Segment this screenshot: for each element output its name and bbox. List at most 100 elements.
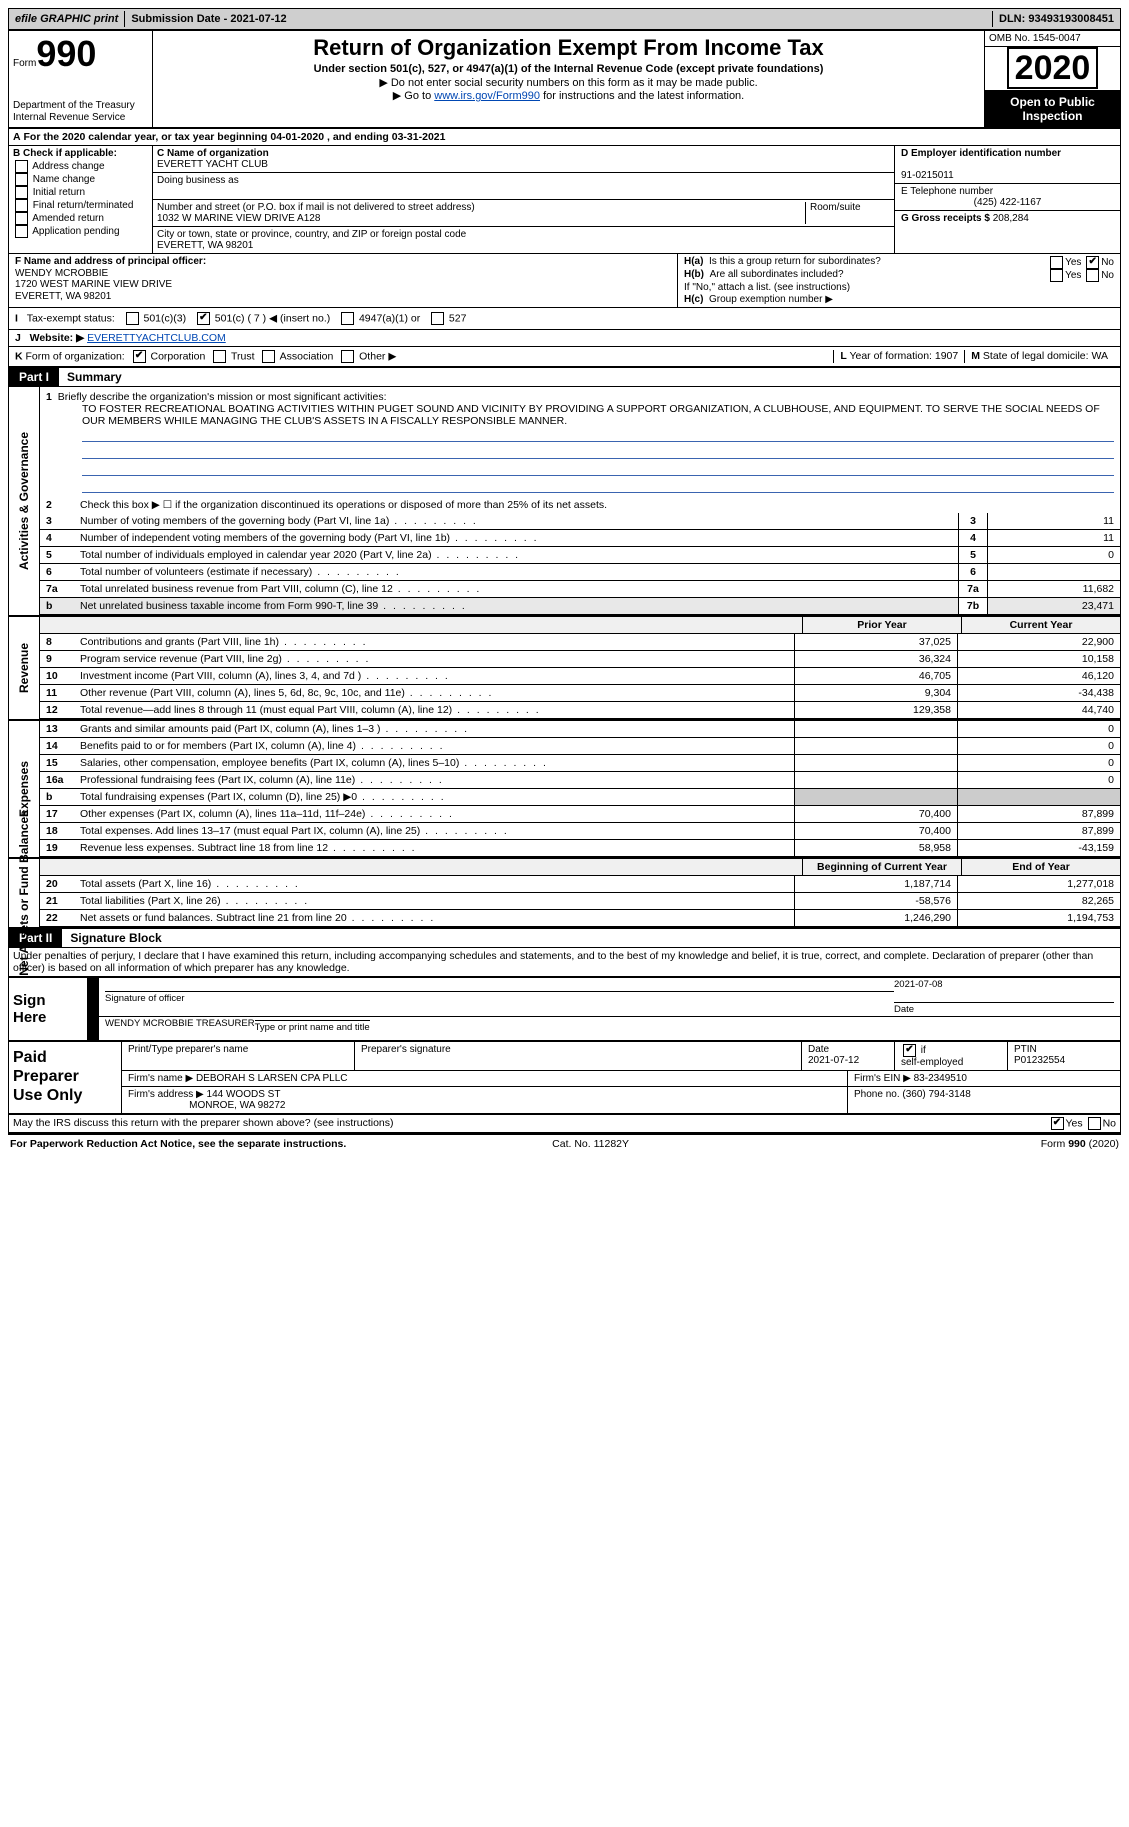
website-row: J Website: ▶ EVERETTYACHTCLUB.COM (9, 330, 1120, 347)
discuss-row: May the IRS discuss this return with the… (9, 1115, 1120, 1134)
dept-treasury: Department of the Treasury (13, 100, 148, 112)
sign-here-label: SignHere (9, 978, 87, 1040)
vlabel-ag: Activities & Governance (17, 432, 31, 570)
line-2: 2 Check this box ▶ ☐ if the organization… (40, 497, 1120, 513)
checkbox-ha-yes[interactable] (1050, 256, 1063, 269)
checkbox-assoc[interactable] (262, 350, 275, 363)
sign-here-block: SignHere Signature of officer 2021-07-08… (9, 977, 1120, 1042)
part1-label: Part I (9, 368, 59, 386)
declaration-text: Under penalties of perjury, I declare th… (9, 948, 1120, 977)
checkbox-hb-no[interactable] (1086, 269, 1099, 282)
checkbox-trust[interactable] (213, 350, 226, 363)
checkbox-corp[interactable] (133, 350, 146, 363)
year-formation: 1907 (935, 350, 958, 362)
paid-preparer-label: PaidPreparerUse Only (9, 1042, 121, 1113)
part2-title: Signature Block (62, 929, 169, 947)
row-klm: K Form of organization: Corporation Trus… (9, 347, 1120, 368)
paperwork-notice: For Paperwork Reduction Act Notice, see … (10, 1138, 346, 1150)
firm-addr2: MONROE, WA 98272 (189, 1100, 285, 1111)
year-box: 2020 (985, 47, 1120, 91)
row-a-period: A For the 2020 calendar year, or tax yea… (9, 129, 1120, 146)
state-domicile: WA (1091, 350, 1108, 362)
prep-check-cell: ifself-employed (895, 1042, 1008, 1070)
mission-box: 1 Briefly describe the organization's mi… (40, 387, 1120, 497)
page-footer: For Paperwork Reduction Act Notice, see … (8, 1135, 1121, 1153)
line-17: 17Other expenses (Part IX, column (A), l… (40, 806, 1120, 823)
line-16a: 16aProfessional fundraising fees (Part I… (40, 772, 1120, 789)
group-return-cell: H(a) Is this a group return for subordin… (678, 254, 1120, 307)
phone-value: (425) 422-1167 (901, 197, 1114, 208)
officer-name: WENDY MCROBBIE (15, 268, 108, 279)
omb-number: OMB No. 1545-0047 (985, 31, 1120, 47)
form-container: Form990 Department of the Treasury Inter… (8, 30, 1121, 1135)
line-8: 8Contributions and grants (Part VIII, li… (40, 634, 1120, 651)
phone-cell: E Telephone number (425) 422-1167 (895, 184, 1120, 211)
checkbox-other[interactable] (341, 350, 354, 363)
checkbox-527[interactable] (431, 312, 444, 325)
line-b: bTotal fundraising expenses (Part IX, co… (40, 789, 1120, 806)
checkbox-addr-change[interactable] (15, 160, 28, 173)
checkbox-initial[interactable] (15, 186, 28, 199)
gross-receipts-value: 208,284 (993, 213, 1029, 224)
part1-header: Part I Summary (9, 368, 1120, 387)
checkbox-amended[interactable] (15, 212, 28, 225)
checkbox-501c[interactable] (197, 312, 210, 325)
checkbox-discuss-yes[interactable] (1051, 1117, 1064, 1130)
section-net-assets: Net Assets or Fund Balances Beginning of… (9, 859, 1120, 929)
tax-year: 2020 (1007, 47, 1099, 89)
part1-title: Summary (59, 368, 130, 386)
line-11: 11Other revenue (Part VIII, column (A), … (40, 685, 1120, 702)
revenue-headline: Prior Year Current Year (40, 617, 1120, 634)
checkbox-discuss-no[interactable] (1088, 1117, 1101, 1130)
checkbox-name-change[interactable] (15, 173, 28, 186)
ein-cell: D Employer identification number 91-0215… (895, 146, 1120, 184)
line-14: 14Benefits paid to or for members (Part … (40, 738, 1120, 755)
section-fh: F Name and address of principal officer:… (9, 254, 1120, 308)
sig-name: WENDY MCROBBIE TREASURER (105, 1018, 255, 1033)
prior-year-label: Prior Year (802, 617, 961, 633)
checkbox-final[interactable] (15, 199, 28, 212)
col-b-checkboxes: B Check if applicable: Address change Na… (9, 146, 153, 253)
line-21: 21Total liabilities (Part X, line 26)-58… (40, 893, 1120, 910)
checkbox-self-employed[interactable] (903, 1044, 916, 1057)
prep-date: 2021-07-12 (808, 1055, 859, 1066)
checkbox-4947[interactable] (341, 312, 354, 325)
vlabel-expenses: Expenses (17, 761, 31, 817)
checkbox-501c3[interactable] (126, 312, 139, 325)
form-number: 990 (36, 33, 96, 74)
section-bcd: B Check if applicable: Address change Na… (9, 146, 1120, 254)
sig-officer-label: Signature of officer (105, 991, 894, 1004)
line-6: 6Total number of volunteers (estimate if… (40, 564, 1120, 581)
form-label: Form (13, 58, 36, 69)
form-footer-label: Form 990 (2020) (1041, 1138, 1119, 1150)
end-year-label: End of Year (961, 859, 1120, 875)
checkbox-hb-yes[interactable] (1050, 269, 1063, 282)
col-right-deg: D Employer identification number 91-0215… (895, 146, 1120, 253)
irs-link[interactable]: www.irs.gov/Form990 (434, 90, 540, 102)
prep-ptin: P01232554 (1014, 1055, 1065, 1066)
paid-preparer-block: PaidPreparerUse Only Print/Type preparer… (9, 1042, 1120, 1115)
gross-receipts-cell: G Gross receipts $ 208,284 (895, 211, 1120, 226)
header-left: Form990 Department of the Treasury Inter… (9, 31, 153, 127)
addr-cell: Number and street (or P.O. box if mail i… (153, 200, 894, 227)
checkbox-app-pending[interactable] (15, 225, 28, 238)
line-12: 12Total revenue—add lines 8 through 11 (… (40, 702, 1120, 719)
header-right: OMB No. 1545-0047 2020 Open to Public In… (984, 31, 1120, 127)
org-name: EVERETT YACHT CLUB (157, 159, 268, 170)
line-20: 20Total assets (Part X, line 16)1,187,71… (40, 876, 1120, 893)
line-22: 22Net assets or fund balances. Subtract … (40, 910, 1120, 927)
line-5: 5Total number of individuals employed in… (40, 547, 1120, 564)
vlabel-netassets: Net Assets or Fund Balances (17, 810, 31, 976)
subtitle-3: ▶ Go to www.irs.gov/Form990 for instruct… (159, 89, 978, 102)
submission-date: Submission Date - 2021-07-12 (124, 11, 292, 27)
header-center: Return of Organization Exempt From Incom… (153, 31, 984, 127)
section-activities-governance: Activities & Governance 1 Briefly descri… (9, 387, 1120, 617)
ein-value: 91-0215011 (901, 170, 954, 181)
prep-sig-label: Preparer's signature (355, 1042, 802, 1070)
irs-label: Internal Revenue Service (13, 112, 148, 124)
officer-cell: F Name and address of principal officer:… (9, 254, 678, 307)
form-title: Return of Organization Exempt From Incom… (159, 35, 978, 61)
website-link[interactable]: EVERETTYACHTCLUB.COM (87, 332, 226, 344)
checkbox-ha-no[interactable] (1086, 256, 1099, 269)
subtitle-1: Under section 501(c), 527, or 4947(a)(1)… (159, 63, 978, 75)
